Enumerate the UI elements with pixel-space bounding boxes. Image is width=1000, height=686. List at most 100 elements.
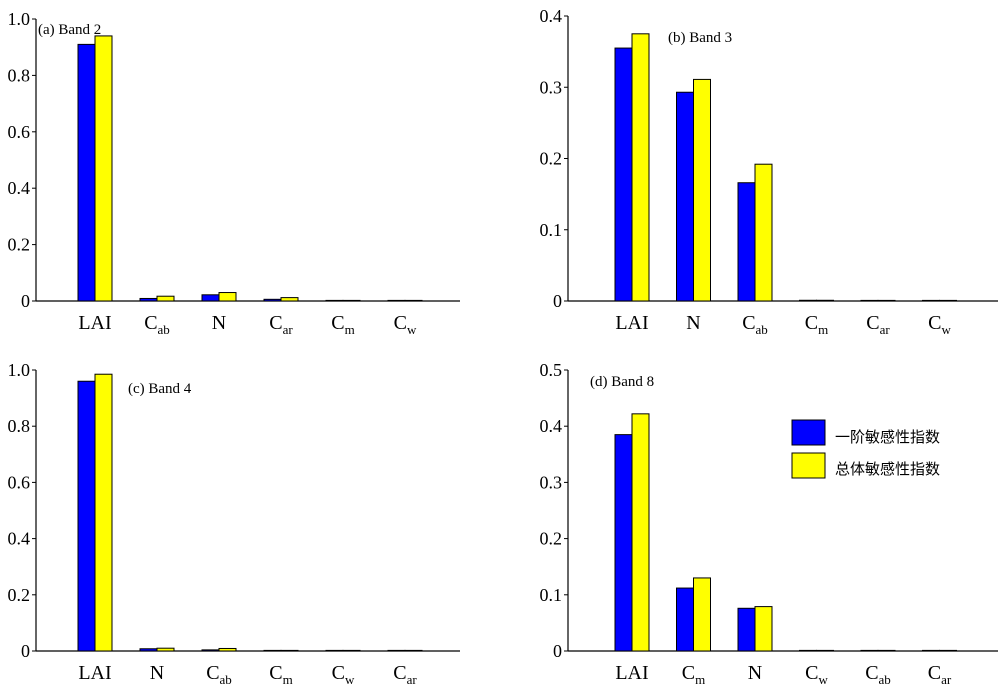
bar-total-c-1 <box>156 647 175 652</box>
x-tick-label: Cab <box>206 662 232 686</box>
x-tick-label: Cab <box>144 312 170 337</box>
bar-total-a-0 <box>94 35 113 302</box>
y-tick-label: 0.5 <box>540 360 563 380</box>
y-tick-label: 0.8 <box>8 416 31 436</box>
bar-first-order-c-5 <box>387 649 406 652</box>
x-tick-label: Cw <box>332 662 355 686</box>
y-tick-label: 1.0 <box>8 9 31 29</box>
x-tick-label: Cw <box>394 312 417 337</box>
x-tick-label: Cm <box>805 312 828 337</box>
y-tick-label: 0 <box>21 291 30 311</box>
bar-first-order-b-5 <box>922 299 940 302</box>
y-tick-label: 0.6 <box>8 122 31 142</box>
y-tick-label: 0.2 <box>8 235 31 255</box>
chart-panel-b: 0 0.1 0.2 0.3 0.4 LAI N Cab Cm Car Cw (b) Band 3 <box>540 6 998 337</box>
bar-first-order-b-3 <box>799 299 817 302</box>
legend-label: 一阶敏感性指数 <box>835 428 940 446</box>
bar-total-b-5 <box>939 299 957 302</box>
x-tick-label: N <box>686 312 700 334</box>
bar-first-order-a-2 <box>201 294 220 302</box>
legend-swatch <box>791 452 826 479</box>
bar-total-d-4 <box>877 649 896 652</box>
bar-first-order-a-0 <box>77 43 96 302</box>
bar-total-a-2 <box>218 292 237 302</box>
x-tick-label: N <box>748 662 762 684</box>
bar-total-d-2 <box>754 606 773 652</box>
bar-total-c-5 <box>404 649 423 652</box>
y-tick-label: 0 <box>21 641 30 661</box>
y-tick-label: 0.4 <box>8 178 31 198</box>
x-tick-label: Car <box>928 662 952 686</box>
x-tick-label: LAI <box>78 662 111 684</box>
y-tick-label: 0 <box>553 641 562 661</box>
bar-total-b-0 <box>631 33 650 302</box>
x-tick-label: LAI <box>615 312 648 334</box>
bar-first-order-a-4 <box>325 299 344 302</box>
bar-total-b-2 <box>754 163 773 302</box>
x-tick-label: Car <box>393 662 417 686</box>
bar-total-c-0 <box>94 373 113 652</box>
bar-first-order-d-2 <box>737 607 756 652</box>
x-tick-label: Car <box>269 312 293 337</box>
y-tick-label: 0.2 <box>540 529 563 549</box>
bar-total-a-1 <box>156 295 175 302</box>
chart-panel-a: 0 0.2 0.4 0.6 0.8 1.0 LAI Cab N Car Cm Cw (a) Band 2 <box>8 9 460 337</box>
y-tick-label: 0.3 <box>540 472 563 492</box>
y-tick-label: 0.4 <box>540 6 563 26</box>
bar-first-order-a-5 <box>387 299 406 302</box>
panel-title: (c) Band 4 <box>128 381 192 397</box>
bar-first-order-d-0 <box>614 434 633 652</box>
x-tick-label: Car <box>866 312 890 337</box>
bar-total-a-3 <box>280 297 299 302</box>
bar-total-c-4 <box>342 649 361 652</box>
legend-swatch <box>791 419 826 446</box>
bar-total-b-3 <box>816 299 834 302</box>
panel-title: (a) Band 2 <box>38 22 101 38</box>
y-tick-label: 0.1 <box>540 585 563 605</box>
bar-total-d-1 <box>693 577 711 652</box>
x-tick-label: LAI <box>78 312 111 334</box>
bar-first-order-c-4 <box>325 649 344 652</box>
bar-first-order-c-0 <box>77 380 96 652</box>
y-tick-label: 1.0 <box>8 360 31 380</box>
x-tick-label: Cw <box>928 312 951 337</box>
bar-first-order-d-3 <box>799 649 817 652</box>
bar-first-order-b-2 <box>737 182 756 302</box>
bar-first-order-b-1 <box>676 91 694 302</box>
bar-first-order-b-0 <box>614 47 633 302</box>
bar-total-b-1 <box>693 78 711 302</box>
x-tick-label: Cm <box>682 662 705 686</box>
bar-total-a-5 <box>404 299 423 302</box>
bar-total-b-4 <box>877 299 896 302</box>
bar-first-order-c-1 <box>139 648 158 652</box>
bar-first-order-a-1 <box>139 297 158 302</box>
bar-first-order-d-5 <box>922 649 940 652</box>
y-tick-label: 0.1 <box>540 220 563 240</box>
x-tick-label: N <box>212 312 226 334</box>
bar-first-order-a-3 <box>263 298 282 302</box>
x-tick-label: Cm <box>331 312 354 337</box>
bar-first-order-d-4 <box>860 649 879 652</box>
bar-first-order-c-2 <box>201 649 220 652</box>
y-tick-label: 0.8 <box>8 65 31 85</box>
x-tick-label: N <box>150 662 164 684</box>
legend-label: 总体敏感性指数 <box>835 460 940 478</box>
x-tick-label: Cw <box>805 662 828 686</box>
bar-first-order-c-3 <box>263 649 282 652</box>
y-tick-label: 0.2 <box>540 149 563 169</box>
bar-first-order-d-1 <box>676 587 694 652</box>
y-tick-label: 0.4 <box>540 416 563 436</box>
x-tick-label: Cab <box>742 312 768 337</box>
bar-first-order-b-4 <box>860 299 879 302</box>
panel-title: (b) Band 3 <box>668 30 732 46</box>
x-tick-label: LAI <box>615 662 648 684</box>
y-tick-label: 0.6 <box>8 472 31 492</box>
chart-panel-c: 0 0.2 0.4 0.6 0.8 1.0 LAI N Cab Cm Cw Car (c) Band 4 <box>8 360 460 686</box>
bar-total-d-3 <box>816 649 834 652</box>
bar-total-d-5 <box>939 649 957 652</box>
y-tick-label: 0.3 <box>540 77 563 97</box>
y-tick-label: 0.4 <box>8 529 31 549</box>
bar-total-a-4 <box>342 299 361 302</box>
